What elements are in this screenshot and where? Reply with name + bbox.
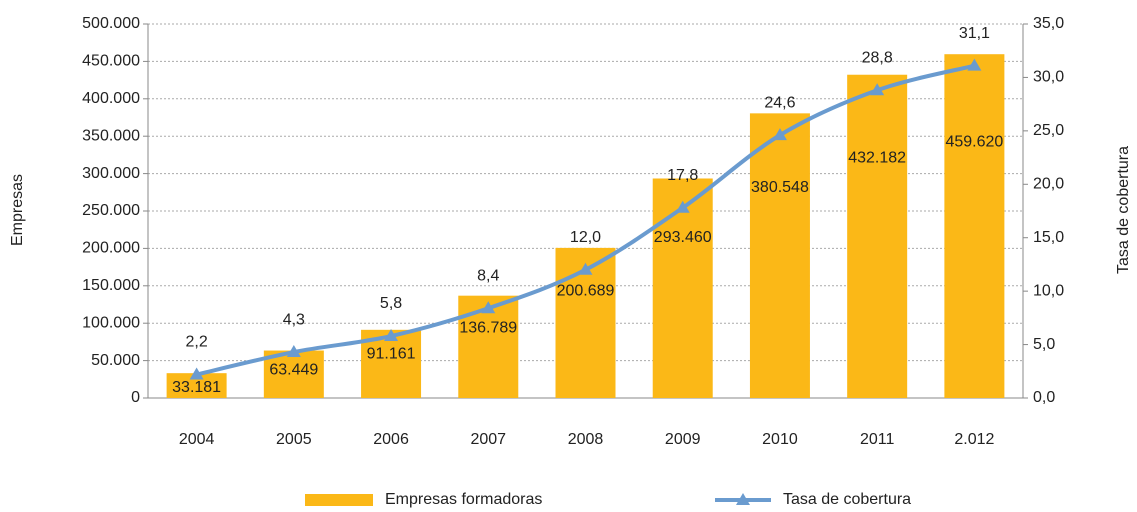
bar [749, 113, 810, 398]
line-value-label: 4,3 [283, 311, 305, 328]
line-value-label: 8,4 [477, 267, 499, 284]
x-tick-label: 2011 [860, 431, 895, 448]
x-tick-label: 2009 [665, 431, 701, 448]
y-tick-label: 100.000 [82, 314, 140, 331]
x-tick-label: 2006 [373, 431, 409, 448]
legend-swatch [305, 494, 373, 506]
x-tick-label: 2.012 [954, 431, 994, 448]
bar-value-label: 293.460 [654, 229, 712, 246]
y2-tick-label: 5,0 [1033, 336, 1055, 353]
y2-tick-label: 10,0 [1033, 282, 1064, 299]
x-tick-label: 2004 [179, 431, 215, 448]
y-tick-label: 450.000 [82, 53, 140, 70]
y-tick-label: 500.000 [82, 15, 140, 32]
y-tick-label: 400.000 [82, 90, 140, 107]
y-tick-label: 250.000 [82, 202, 140, 219]
bar [847, 74, 908, 398]
legend-label: Tasa de cobertura [783, 491, 911, 508]
bar-value-label: 63.449 [269, 362, 318, 379]
y-tick-label: 300.000 [82, 165, 140, 182]
bar-value-label: 432.182 [848, 149, 906, 166]
legend-label: Empresas formadoras [385, 491, 542, 508]
x-tick-label: 2007 [470, 431, 506, 448]
y2-axis-title: Tasa de cobertura [1115, 146, 1132, 274]
line-marker [481, 301, 496, 314]
y2-tick-label: 15,0 [1033, 229, 1064, 246]
line-marker [578, 262, 593, 275]
y2-tick-label: 20,0 [1033, 176, 1064, 193]
bar-value-label: 91.161 [367, 346, 416, 363]
x-tick-label: 2008 [568, 431, 604, 448]
y-tick-label: 350.000 [82, 127, 140, 144]
line-marker [870, 83, 885, 96]
legend-marker [736, 493, 750, 505]
bar-value-label: 33.181 [172, 379, 221, 396]
line-marker [384, 329, 399, 342]
bar [944, 54, 1005, 399]
line-value-label: 2,2 [185, 334, 207, 351]
line-value-label: 12,0 [570, 229, 601, 246]
bar-value-label: 459.620 [945, 133, 1003, 150]
y-tick-label: 0 [131, 389, 140, 406]
line-marker [772, 128, 787, 141]
line-marker [675, 200, 690, 213]
y2-tick-label: 30,0 [1033, 69, 1064, 86]
line-marker [189, 367, 204, 380]
y-tick-label: 50.000 [91, 352, 140, 369]
line-marker [286, 345, 301, 358]
line-marker [967, 58, 982, 71]
bar [652, 178, 713, 398]
y-tick-label: 150.000 [82, 277, 140, 294]
line-value-label: 5,8 [380, 295, 402, 312]
line-value-label: 31,1 [959, 25, 990, 42]
x-tick-label: 2005 [276, 431, 312, 448]
line-value-label: 28,8 [862, 49, 893, 66]
y-tick-label: 200.000 [82, 240, 140, 257]
x-tick-label: 2010 [762, 431, 798, 448]
y2-tick-label: 35,0 [1033, 15, 1064, 32]
line [196, 63, 975, 377]
bar [263, 350, 324, 398]
y2-tick-label: 0,0 [1033, 389, 1055, 406]
line-value-label: 17,8 [667, 167, 698, 184]
line-value-label: 24,6 [764, 94, 795, 111]
bar-value-label: 380.548 [751, 179, 809, 196]
y-axis-title: Empresas [9, 174, 26, 246]
y2-tick-label: 25,0 [1033, 122, 1064, 139]
bar-value-label: 136.789 [459, 319, 517, 336]
bar-value-label: 200.689 [557, 283, 615, 300]
